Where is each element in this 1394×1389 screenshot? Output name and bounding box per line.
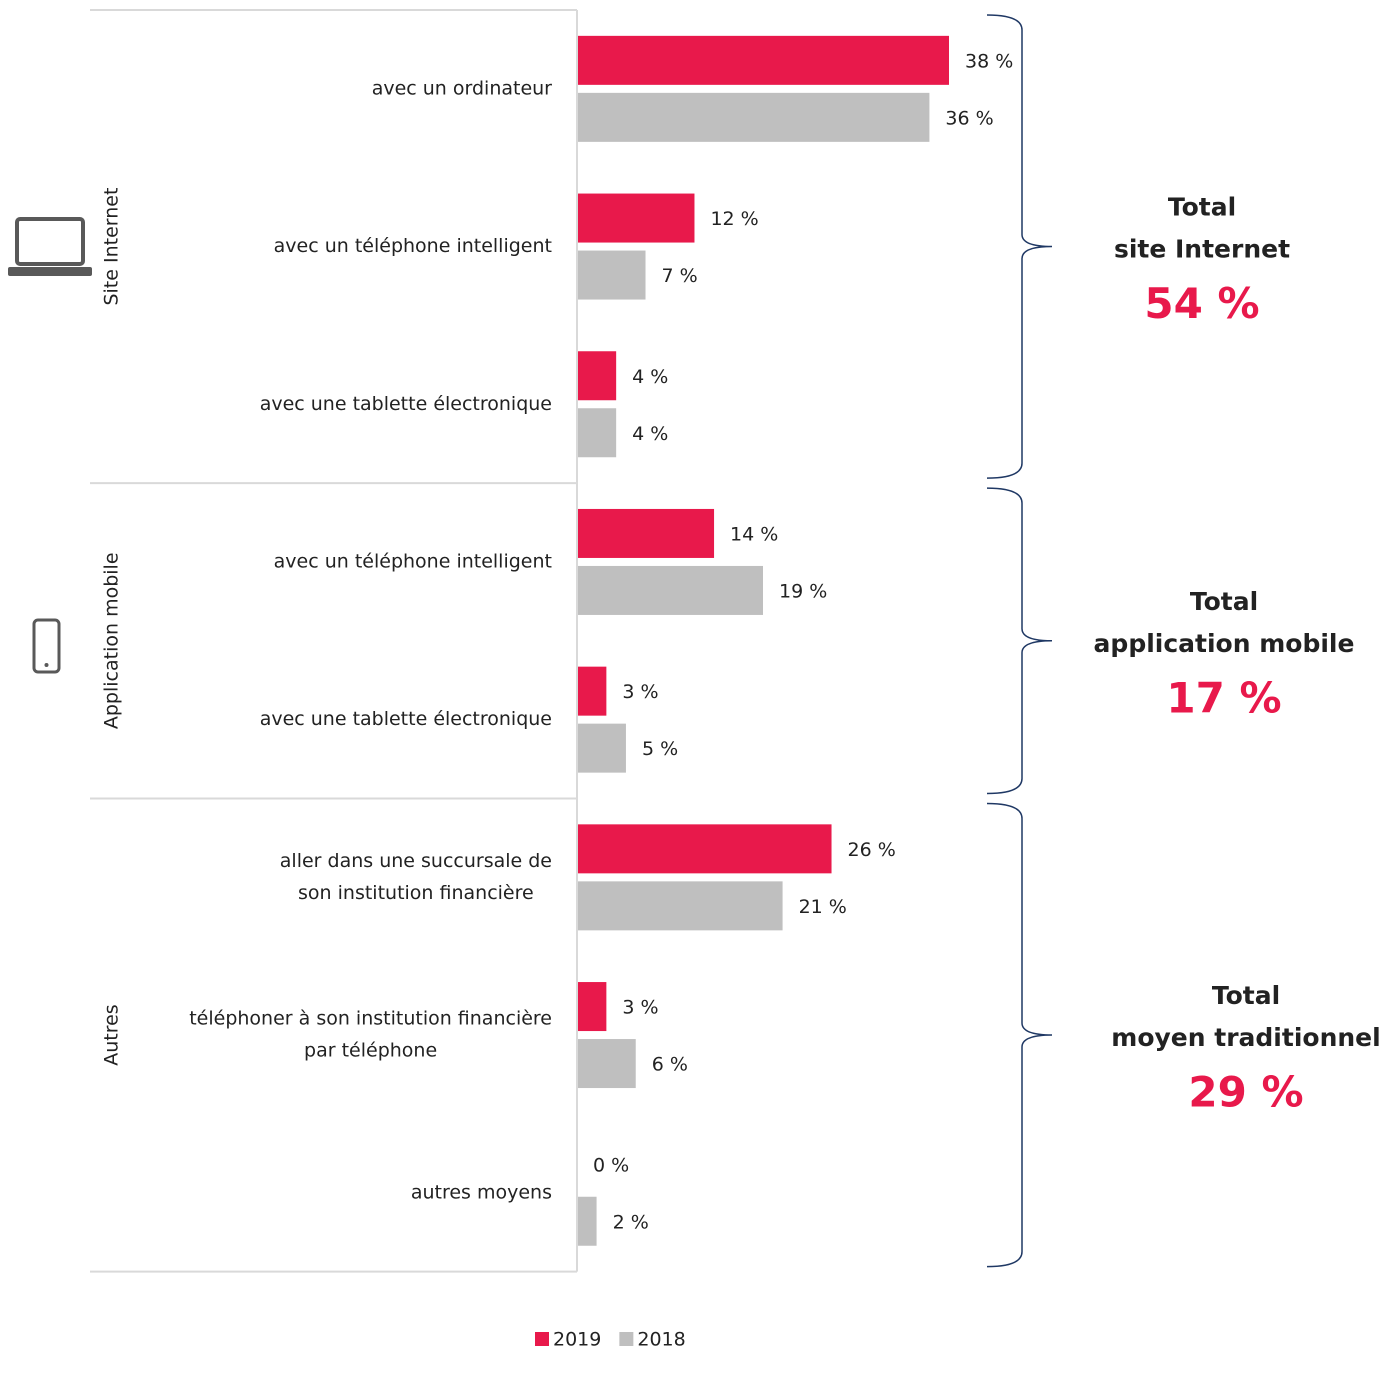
bar <box>577 193 695 243</box>
legend-swatch <box>535 1332 549 1346</box>
bar <box>577 250 646 300</box>
category-label: avec une tablette électronique <box>260 393 552 415</box>
bar <box>577 92 930 142</box>
total-title: Total <box>1212 981 1280 1010</box>
value-label: 7 % <box>662 265 698 287</box>
category-label: avec un téléphone intelligent <box>274 550 552 572</box>
brace <box>986 14 1053 479</box>
total-title: site Internet <box>1114 235 1290 264</box>
laptop-icon <box>8 217 92 276</box>
total-title: moyen traditionnel <box>1111 1023 1380 1052</box>
legend-label: 2018 <box>637 1329 685 1351</box>
value-label: 4 % <box>632 423 668 445</box>
bar <box>577 1039 636 1089</box>
value-label: 26 % <box>848 839 896 861</box>
total-title: Total <box>1190 587 1258 616</box>
category-label: aller dans une succursale de <box>280 850 552 872</box>
bar <box>577 565 763 615</box>
phone-icon <box>32 618 61 674</box>
total-title: application mobile <box>1094 629 1355 658</box>
brace <box>986 802 1053 1268</box>
group-label: Application mobile <box>101 552 123 729</box>
value-label: 2 % <box>613 1211 649 1233</box>
value-label: 3 % <box>622 681 658 703</box>
value-label: 36 % <box>945 107 993 129</box>
category-label: par téléphone <box>304 1040 437 1062</box>
category-label: avec un téléphone intelligent <box>274 235 552 257</box>
total-value: 54 % <box>1144 279 1259 328</box>
bar <box>577 723 626 773</box>
group-label: Site Internet <box>101 188 123 306</box>
value-label: 4 % <box>632 366 668 388</box>
value-label: 3 % <box>622 997 658 1019</box>
total-value: 17 % <box>1166 673 1281 722</box>
bar <box>577 351 617 401</box>
group-label: Autres <box>101 1004 123 1065</box>
category-label: avec une tablette électronique <box>260 708 552 730</box>
bar <box>577 881 783 931</box>
bar <box>577 1196 597 1246</box>
category-label: son institution financière <box>298 882 534 904</box>
total-title: Total <box>1168 193 1236 222</box>
category-label: avec un ordinateur <box>372 77 552 99</box>
brace <box>986 487 1053 795</box>
bar <box>577 824 832 874</box>
category-label: téléphoner à son institution financière <box>189 1008 552 1030</box>
value-label: 21 % <box>799 896 847 918</box>
value-label: 14 % <box>730 523 778 545</box>
bar <box>577 508 715 558</box>
value-label: 38 % <box>965 50 1013 72</box>
bar <box>577 408 617 458</box>
bar <box>577 982 607 1032</box>
value-label: 5 % <box>642 738 678 760</box>
legend-label: 2019 <box>553 1329 601 1351</box>
value-label: 0 % <box>593 1154 629 1176</box>
category-label: autres moyens <box>411 1181 552 1203</box>
value-label: 12 % <box>710 208 758 230</box>
bar <box>577 666 607 716</box>
total-value: 29 % <box>1188 1068 1303 1117</box>
value-label: 6 % <box>652 1054 688 1076</box>
bar <box>577 35 949 85</box>
legend-swatch <box>619 1332 634 1346</box>
value-label: 19 % <box>779 580 827 602</box>
